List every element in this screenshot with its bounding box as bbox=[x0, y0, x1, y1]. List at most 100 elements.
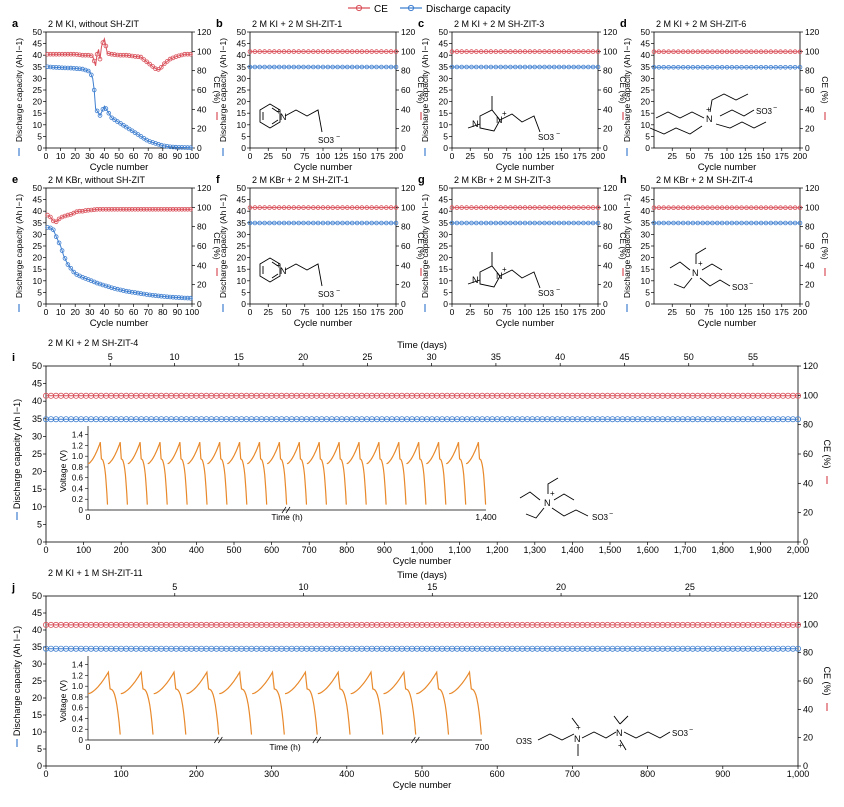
capacity-point-e bbox=[62, 256, 68, 261]
ce-point-e bbox=[80, 208, 85, 214]
ce-point-h bbox=[656, 205, 662, 211]
capacity-point-b bbox=[354, 64, 360, 70]
y-axis-label-f: Discharge capacity (Ah l−1) bbox=[218, 194, 228, 298]
ce-point-h bbox=[700, 205, 705, 211]
ce-point-a bbox=[126, 53, 132, 58]
capacity-point-e bbox=[118, 287, 123, 293]
capacity-point-a bbox=[89, 72, 94, 78]
y-tick-label-e: 30 bbox=[33, 229, 43, 239]
ce-point-c bbox=[527, 49, 533, 54]
capacity-point-c bbox=[464, 64, 469, 70]
y2-axis-label-d: CE (%) bbox=[820, 76, 830, 104]
y-tick-label-j: 20 bbox=[32, 693, 42, 703]
capacity-point-c bbox=[449, 64, 455, 70]
ce-point-f bbox=[301, 205, 306, 210]
y2-tick-label-h: 80 bbox=[805, 222, 815, 232]
ce-point-h bbox=[695, 205, 701, 211]
x-tick-label-i: 300 bbox=[151, 545, 166, 555]
ce-point-g bbox=[537, 205, 542, 210]
mol-d-n: N bbox=[706, 114, 713, 124]
x2-tick-label-i: 10 bbox=[170, 352, 180, 362]
ce-point-g bbox=[488, 205, 494, 210]
capacity-point-f bbox=[315, 220, 321, 226]
ce-point-e bbox=[103, 207, 109, 212]
mol-g-n2: N bbox=[496, 271, 503, 281]
mol-b-minus: − bbox=[336, 134, 340, 141]
capacity-point-d bbox=[680, 65, 686, 70]
capacity-point-g bbox=[517, 220, 523, 226]
x2-axis-label-i: Time (days) bbox=[397, 340, 447, 351]
ce-point-g bbox=[585, 205, 591, 210]
ce-point-a bbox=[86, 52, 91, 58]
capacity-point-e bbox=[121, 288, 126, 293]
x-tick-label-e: 100 bbox=[185, 307, 199, 317]
y2-tick-label-g: 0 bbox=[603, 299, 608, 309]
ce-point-f bbox=[364, 205, 370, 210]
y-tick-label-h: 35 bbox=[641, 218, 651, 228]
capacity-point-h bbox=[768, 220, 774, 226]
mol-j-so3-left: O3S bbox=[516, 737, 532, 746]
y2-tick-label-i: 40 bbox=[803, 478, 813, 488]
x-axis-label-a: Cycle number bbox=[90, 162, 149, 173]
ce-point-f bbox=[369, 205, 375, 210]
ce-point-h bbox=[797, 205, 803, 211]
capacity-point-c bbox=[590, 64, 596, 70]
y-tick-label-g: 10 bbox=[439, 276, 449, 286]
ce-point-a bbox=[74, 52, 79, 57]
x-tick-label-i: 1,800 bbox=[712, 545, 735, 555]
capacity-point-b bbox=[310, 64, 316, 70]
y2-tick-label-d: 20 bbox=[805, 124, 815, 134]
capacity-point-h bbox=[714, 220, 720, 226]
ce-point-b bbox=[281, 49, 287, 54]
ce-point-d bbox=[690, 49, 696, 54]
x-tick-label-h: 200 bbox=[793, 307, 807, 317]
ce-point-c bbox=[532, 49, 537, 54]
ce-point-a bbox=[170, 55, 176, 61]
ce-point-a bbox=[159, 65, 164, 70]
capacity-point-c bbox=[585, 64, 591, 70]
y2-axis-label-h: CE (%) bbox=[820, 232, 830, 260]
ce-point-d bbox=[651, 49, 657, 54]
capacity-point-f bbox=[354, 220, 360, 226]
y2-tick-label-g: 20 bbox=[603, 280, 613, 290]
capacity-point-g bbox=[576, 220, 581, 226]
y2-tick-label-f: 120 bbox=[401, 183, 415, 193]
y-tick-label-b: 50 bbox=[237, 27, 247, 37]
x-tick-label-j: 900 bbox=[715, 769, 730, 779]
y-tick-label-c: 35 bbox=[439, 62, 449, 72]
capacity-point-e bbox=[185, 295, 190, 301]
y-tick-label-j: 45 bbox=[32, 608, 42, 618]
ce-point-b bbox=[306, 49, 311, 54]
x-axis-label-c: Cycle number bbox=[496, 162, 555, 173]
voltage-cycle-i bbox=[127, 442, 148, 505]
chart-h: 25 50 75 100 125 150 175 2000510152025303540455… bbox=[620, 174, 830, 329]
x-tick-label-i: 1,300 bbox=[524, 545, 547, 555]
capacity-point-h bbox=[773, 220, 778, 226]
voltage-cycle-i bbox=[426, 442, 447, 505]
ce-point-a bbox=[109, 51, 114, 57]
capacity-point-a bbox=[91, 87, 97, 93]
capacity-point-e bbox=[65, 262, 71, 267]
mol-j-n1: N bbox=[574, 734, 581, 744]
capacity-point-f bbox=[296, 220, 302, 226]
x-tick-label-i: 800 bbox=[339, 545, 354, 555]
y-tick-label-d: 30 bbox=[641, 73, 651, 83]
mol-i-so3: SO3 bbox=[592, 513, 609, 522]
y-tick-label-a: 30 bbox=[33, 73, 43, 83]
chart-d: 25 50 75 100 125 150 175 2000510152025303540455… bbox=[620, 18, 830, 173]
x-tick-label-i: 500 bbox=[226, 545, 241, 555]
y2-tick-label-d: 80 bbox=[805, 66, 815, 76]
ce-point-a bbox=[179, 52, 185, 58]
capacity-point-e bbox=[50, 227, 56, 233]
capacity-point-b bbox=[344, 64, 350, 70]
inset-x-tick-label-j: 700 bbox=[475, 742, 489, 752]
mol-g-n1: N bbox=[472, 275, 479, 285]
y-tick-label-e: 40 bbox=[33, 206, 43, 216]
capacity-point-f bbox=[330, 220, 336, 226]
capacity-point-g bbox=[522, 220, 528, 226]
voltage-cycle-i bbox=[306, 442, 327, 505]
ce-point-a bbox=[80, 52, 85, 58]
x-tick-label-e: 70 bbox=[143, 307, 153, 317]
capacity-point-a bbox=[156, 142, 161, 147]
mol-g-plus: + bbox=[502, 265, 507, 274]
